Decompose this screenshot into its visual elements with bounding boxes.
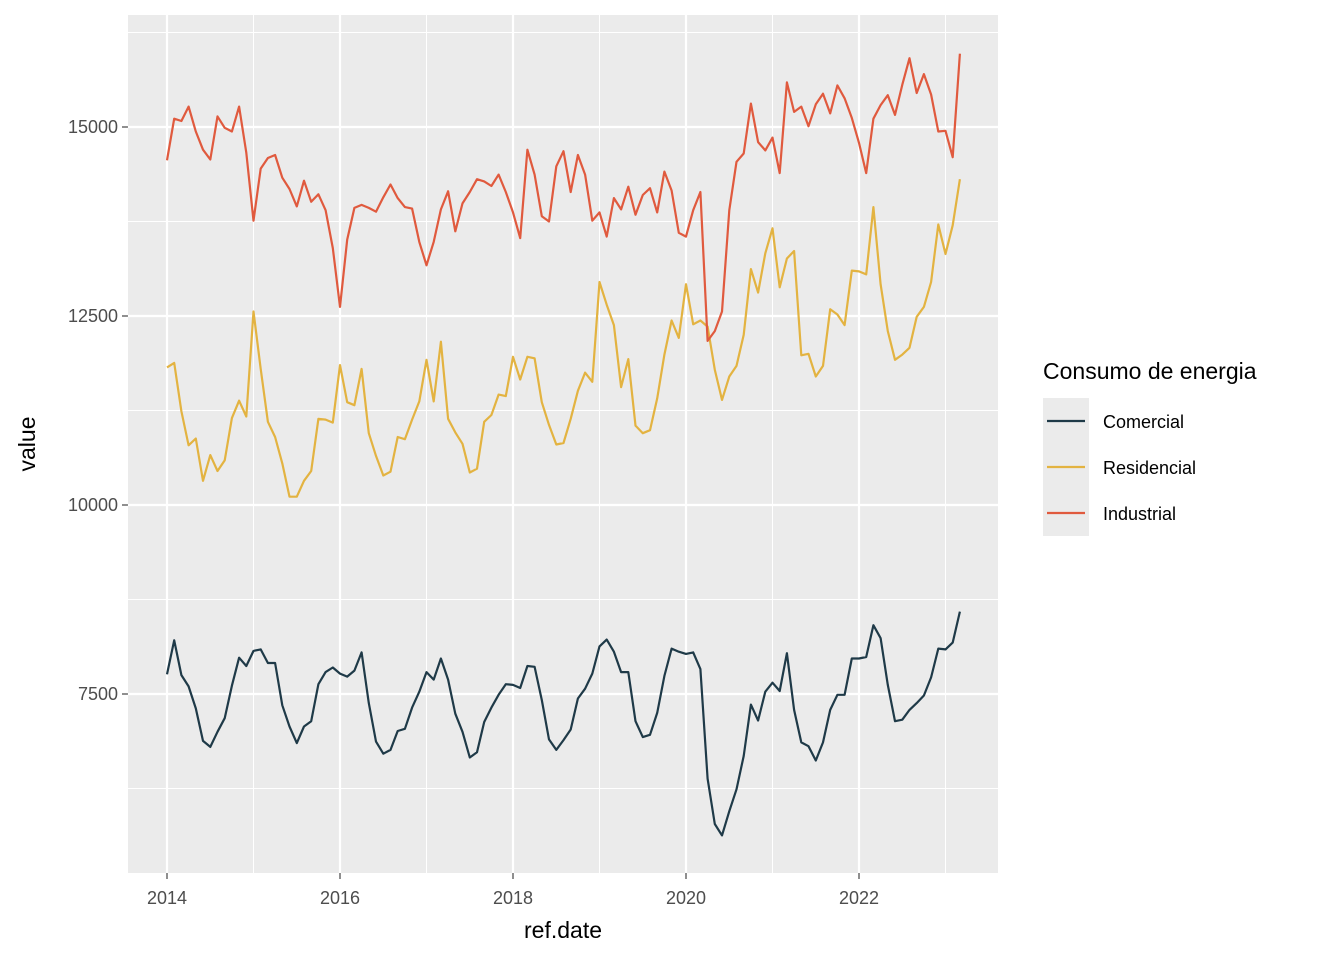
minor-gridlines (128, 15, 998, 873)
legend-label-comercial: Comercial (1103, 412, 1184, 432)
x-axis: 2014 2016 2018 2020 2022 (147, 873, 879, 908)
series-line-industrial (165, 53, 961, 342)
x-tick-label: 2020 (666, 888, 706, 908)
y-tick-label: 7500 (78, 684, 118, 704)
y-tick-label: 12500 (68, 306, 118, 326)
major-gridlines (128, 15, 998, 873)
y-axis: 7500 10000 12500 15000 (68, 117, 128, 704)
series-line-comercial (165, 611, 961, 837)
y-axis-title: value (14, 417, 40, 472)
y-tick-label: 15000 (68, 117, 118, 137)
series-lines (165, 53, 961, 837)
legend-label-industrial: Industrial (1103, 504, 1176, 524)
legend-title: Consumo de energia (1043, 358, 1257, 384)
x-tick-label: 2018 (493, 888, 533, 908)
series-line-residencial (166, 179, 961, 498)
x-axis-title: ref.date (524, 917, 602, 943)
x-tick-label: 2022 (839, 888, 879, 908)
x-tick-label: 2016 (320, 888, 360, 908)
y-tick-label: 10000 (68, 495, 118, 515)
x-tick-label: 2014 (147, 888, 187, 908)
legend-label-residencial: Residencial (1103, 458, 1196, 478)
legend: Consumo de energia Comercial Residencial I… (1043, 358, 1257, 536)
